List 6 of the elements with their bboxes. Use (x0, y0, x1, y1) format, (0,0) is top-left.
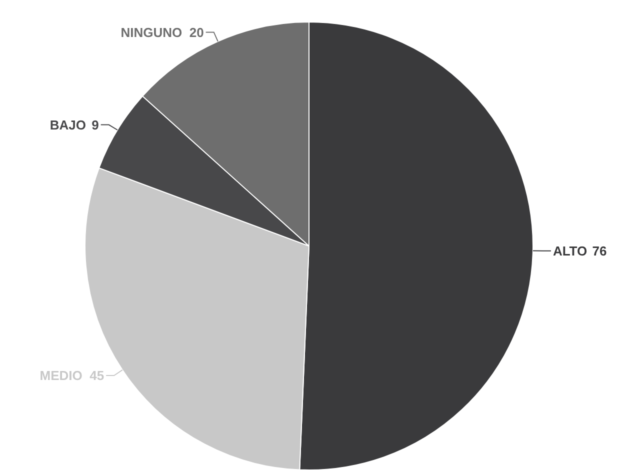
data-label: 9 (92, 117, 99, 132)
data-label: 76 (592, 243, 607, 258)
data-label: 20 (189, 24, 204, 40)
slice-label: ALTO (552, 243, 588, 258)
slice-label: NINGUNO (120, 24, 182, 40)
slice-label: BAJO (50, 117, 86, 132)
